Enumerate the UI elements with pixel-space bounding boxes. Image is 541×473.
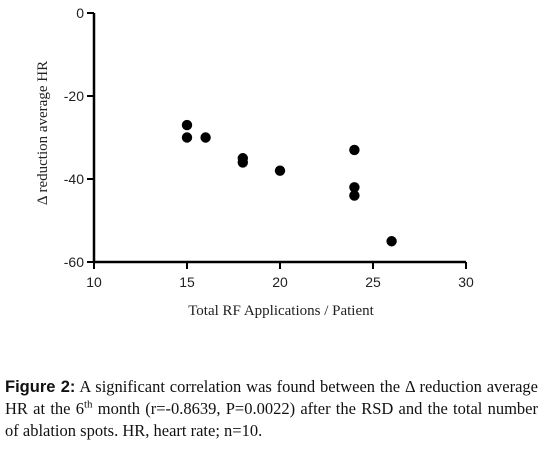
data-point xyxy=(181,132,193,143)
axes xyxy=(92,13,466,264)
data-point xyxy=(349,144,360,156)
data-point xyxy=(349,182,360,193)
figure-caption: Figure 2: A significant correlation was … xyxy=(5,376,538,442)
y-axis-ticks: 0 -20 -40 -60 xyxy=(64,5,94,270)
caption-text-part1: A significant correlation was found betw… xyxy=(5,377,538,418)
y-tick-label: -60 xyxy=(64,254,84,270)
data-points xyxy=(181,119,397,247)
data-point xyxy=(237,157,248,168)
x-tick-label: 25 xyxy=(365,274,381,290)
x-axis-ticks: 10 15 20 25 30 xyxy=(86,262,474,290)
data-point xyxy=(200,132,211,143)
x-axis-label: Total RF Applications / Patient xyxy=(188,303,374,319)
y-tick-label: -40 xyxy=(64,171,84,187)
x-tick-label: 20 xyxy=(272,274,288,290)
data-point xyxy=(386,236,397,247)
y-tick-label: -20 xyxy=(64,88,84,104)
y-axis-label: Δ reduction average HR xyxy=(35,61,51,205)
data-point xyxy=(181,119,193,131)
caption-label: Figure 2: xyxy=(5,378,76,396)
data-point xyxy=(274,165,286,176)
caption-superscript: th xyxy=(83,398,93,411)
x-tick-label: 30 xyxy=(458,274,474,290)
caption-text-part2: month (r=-0.8639, P=0.0022) after the RS… xyxy=(5,399,538,440)
data-point xyxy=(349,190,360,201)
y-tick-label: 0 xyxy=(76,5,84,21)
x-tick-label: 15 xyxy=(179,274,195,290)
x-tick-label: 10 xyxy=(86,274,102,290)
scatter-chart: 10 15 20 25 30 0 -20 -40 -60 Total RF Applicati… xyxy=(35,5,474,319)
